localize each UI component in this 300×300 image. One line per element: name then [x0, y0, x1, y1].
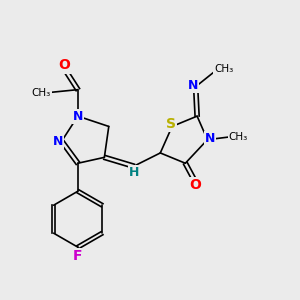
Text: N: N	[188, 79, 199, 92]
Text: S: S	[166, 117, 176, 131]
Text: CH₃: CH₃	[229, 132, 248, 142]
Text: N: N	[205, 132, 215, 145]
Text: CH₃: CH₃	[214, 64, 233, 74]
Text: O: O	[190, 178, 202, 192]
Text: N: N	[73, 110, 83, 123]
Text: F: F	[73, 249, 83, 263]
Text: O: O	[59, 58, 70, 73]
Text: CH₃: CH₃	[32, 88, 51, 98]
Text: H: H	[129, 166, 139, 178]
Text: N: N	[53, 135, 63, 148]
